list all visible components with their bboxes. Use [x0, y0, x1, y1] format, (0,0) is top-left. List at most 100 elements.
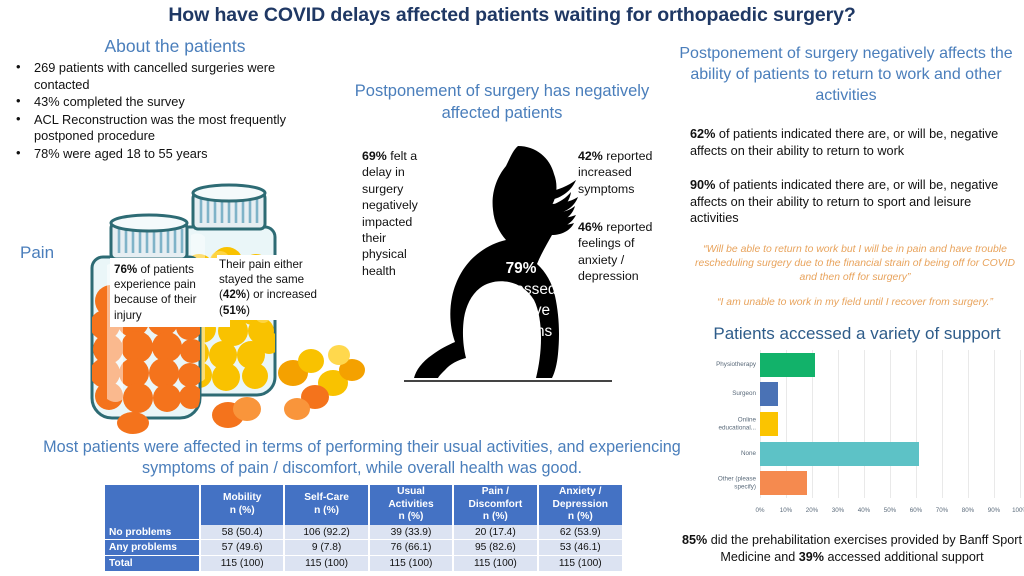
column-header-anxiety-depression: Anxiety / Depression n (%) — [537, 485, 622, 525]
silhouette-baseline — [404, 380, 612, 382]
bar-physiotherapy[interactable] — [760, 352, 815, 377]
x-axis-tick: 100% — [1012, 507, 1024, 514]
bar-category-label: Online educational... — [718, 416, 756, 431]
return-to-work-heading: Postponement of surgery negatively affec… — [679, 45, 1013, 104]
stat-42-block: 42% reported increased symptoms — [578, 148, 664, 197]
bar-none[interactable] — [760, 441, 919, 466]
patient-quote-1: “Will be able to return to work but I wi… — [695, 244, 1015, 283]
pain-section-label: Pain — [20, 243, 55, 262]
bar-row: Other (please specify) — [718, 471, 1020, 496]
page-title: How have COVID delays affected patients … — [168, 4, 856, 26]
cell: 53 (46.1) — [537, 539, 622, 556]
x-axis-tick: 50% — [883, 507, 897, 514]
footer-text-2: accessed additional support — [824, 550, 984, 564]
table-heading: Most patients were affected in terms of … — [43, 438, 681, 477]
x-axis-tick: 30% — [831, 507, 845, 514]
x-axis-tick: 70% — [935, 507, 949, 514]
postponement-heading: Postponement of surgery has negatively a… — [354, 82, 650, 122]
stat-42-text: reported increased symptoms — [578, 149, 653, 196]
seated-person-silhouette — [414, 146, 578, 378]
bar-category-label: Other (please specify) — [717, 475, 756, 491]
cell: 9 (7.8) — [284, 539, 370, 556]
table-row: Any problems 57 (49.6) 9 (7.8) 76 (66.1)… — [105, 539, 622, 556]
about-patients-bullets: 269 patients with cancelled surgeries we… — [4, 59, 324, 164]
footer-pct-85: 85% — [681, 533, 708, 547]
bar-row: Physiotherapy — [716, 352, 1020, 377]
list-item: 43% completed the survey — [16, 93, 324, 111]
column-header-usual-activities: Usual Activities n (%) — [368, 485, 455, 525]
bar-other-please-specify[interactable] — [760, 471, 807, 496]
stat-46-block: 46% reported feelings of anxiety / depre… — [578, 219, 666, 285]
column-header-self-care: Self-Care n (%) — [284, 485, 370, 525]
x-axis-tick: 60% — [909, 507, 923, 514]
stat-79-pct: 79% — [505, 260, 537, 277]
stat-46-pct: 46% — [578, 220, 603, 234]
stat-79-block: 79% expressed negative emotions — [472, 258, 570, 342]
cell: 106 (92.2) — [284, 524, 370, 541]
bar-category-label: Physiotherapy — [716, 361, 756, 368]
bar-row: None — [741, 441, 1020, 466]
stat-79-text: expressed negative emotions — [485, 281, 557, 340]
stat-69-pct: 69% — [362, 149, 387, 163]
stat-90-pct: 90% — [690, 178, 716, 192]
table-row: No problems 58 (50.4) 106 (92.2) 39 (33.… — [105, 524, 622, 541]
grid-line — [968, 350, 969, 498]
grid-line — [786, 350, 787, 498]
bar-online-educational[interactable] — [760, 412, 779, 436]
pain-left-text: of patients experience pain because of t… — [114, 263, 197, 322]
grid-line — [864, 350, 865, 498]
table-corner-cell — [105, 485, 201, 525]
x-axis-tick: 80% — [961, 507, 975, 514]
x-axis-tick: 90% — [987, 507, 1001, 514]
cell: 58 (50.4) — [200, 524, 286, 541]
stat-69-block: 69% felt a delay in surgery negatively i… — [362, 148, 422, 279]
stat-69-text: felt a delay in surgery negatively impac… — [362, 149, 418, 278]
x-axis-tick: 10% — [779, 507, 793, 514]
chart-footer-text: 85% did the prehabilitation exercises pr… — [680, 532, 1024, 566]
bar-category-label: Surgeon — [732, 390, 756, 398]
list-item: ACL Reconstruction was the most frequent… — [16, 111, 324, 145]
bar-surgeon[interactable] — [760, 382, 779, 407]
cell: 115 (100) — [284, 555, 370, 572]
cell: 76 (66.1) — [368, 539, 455, 556]
grid-line — [1020, 350, 1021, 498]
stat-62-text: of patients indicated there are, or will… — [690, 127, 999, 158]
bar-row: Surgeon — [732, 382, 1020, 407]
bar-category-label: None — [740, 449, 756, 457]
x-axis-tick: 40% — [857, 507, 871, 514]
column-header-mobility: Mobility n (%) — [200, 485, 286, 525]
pain-callout-right: Their pain either stayed the same (42%) … — [217, 255, 319, 320]
stat-42-pct: 42% — [578, 149, 603, 163]
stat-62-block: 62% of patients indicated there are, or … — [690, 126, 1022, 159]
row-label-any-problems: Any problems — [105, 539, 201, 556]
table-row: Total 115 (100) 115 (100) 115 (100) 115 … — [105, 555, 622, 572]
grid-line — [994, 350, 995, 498]
cell: 62 (53.9) — [537, 524, 622, 541]
list-item: 78% were aged 18 to 55 years — [16, 145, 324, 163]
x-axis-tick: 0% — [755, 507, 765, 514]
grid-line — [812, 350, 813, 498]
patient-quote-2: “I am unable to work in my field until I… — [717, 297, 993, 308]
list-item: 269 patients with cancelled surgeries we… — [16, 59, 324, 93]
table-header-row: Mobility n (%) Self-Care n (%) Usual Activi… — [105, 485, 622, 525]
support-bar-chart: 0% 10% 20% 30% 40% 50% 60% 70% 80% 90% 100% Physiot… — [700, 348, 1024, 520]
footer-pct-39: 39% — [798, 550, 824, 564]
x-axis-tick: 20% — [805, 507, 819, 514]
stat-46-text: reported feelings of anxiety / depressio… — [578, 220, 653, 284]
grid-line — [942, 350, 943, 498]
footer-text-1: did the prehabilitation exercises provid… — [707, 533, 1023, 564]
grid-line — [838, 350, 839, 498]
cell: 20 (17.4) — [453, 524, 539, 541]
cell: 39 (33.9) — [368, 524, 455, 541]
table-body: No problems 58 (50.4) 106 (92.2) 39 (33.… — [105, 524, 622, 572]
pain-callout-left: 76% of patients experience pain because … — [110, 258, 230, 327]
eq5d-results-table: Mobility n (%) Self-Care n (%) Usual Activi… — [105, 485, 622, 572]
about-patients-heading: About the patients — [104, 36, 246, 56]
stat-90-text: of patients indicated there are, or will… — [690, 178, 999, 226]
stat-90-block: 90% of patients indicated there are, or … — [690, 177, 1022, 227]
row-label-no-problems: No problems — [105, 524, 201, 541]
row-label-total: Total — [105, 555, 201, 572]
grid-line — [890, 350, 891, 498]
cell: 95 (82.6) — [453, 539, 539, 556]
